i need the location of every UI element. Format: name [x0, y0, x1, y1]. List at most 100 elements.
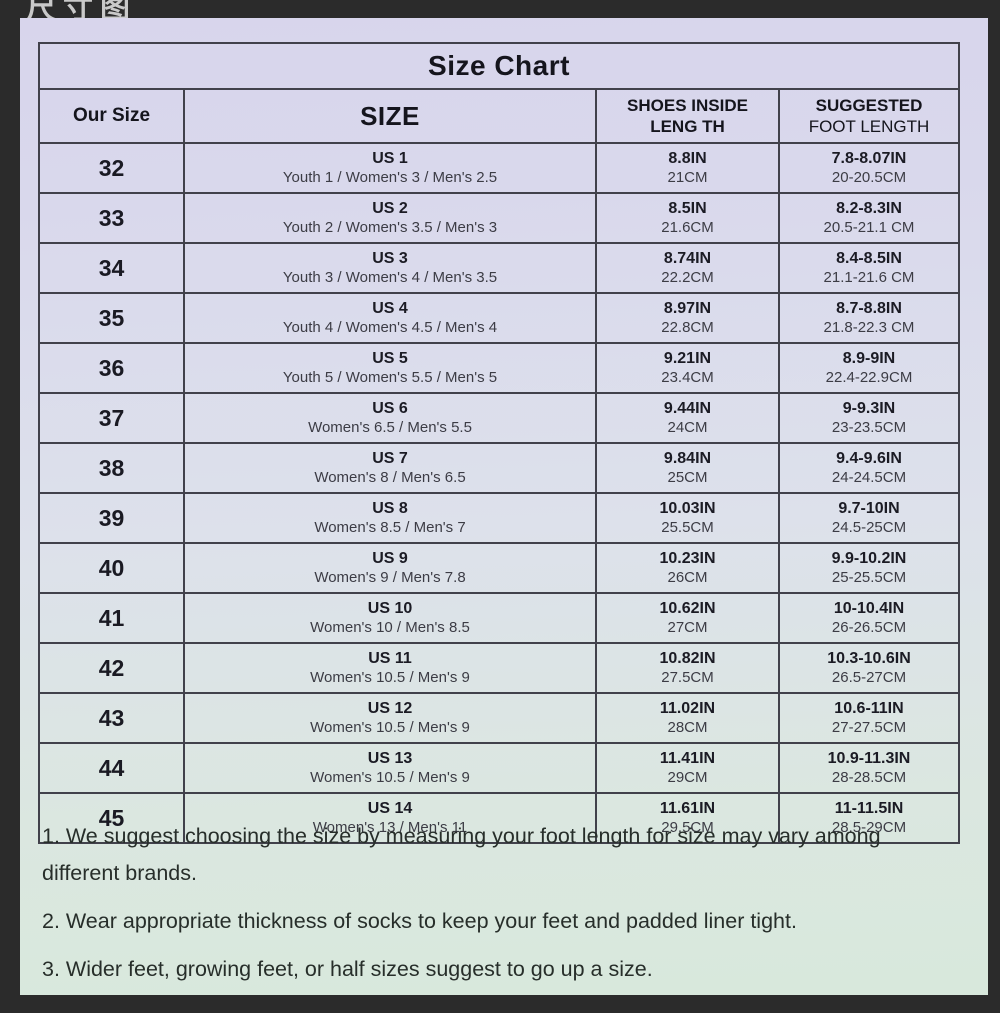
our-size-cell: 35: [38, 292, 185, 344]
foot-length-cm: 21.8-22.3 CM: [823, 319, 915, 336]
table-header-row: Our Size SIZE SHOES INSIDE LENG TH SUGGE…: [38, 88, 960, 144]
us-size-value: US 7: [372, 450, 408, 467]
foot-length-cell: 9.9-10.2IN 25-25.5CM: [778, 542, 960, 594]
size-chart-card: Size Chart Our Size SIZE SHOES INSIDE LE…: [20, 18, 988, 995]
inside-length-inches: 11.61IN: [659, 800, 716, 817]
table-row: 35 US 4 Youth 4 / Women's 4.5 / Men's 4 …: [38, 292, 960, 344]
inside-length-inches: 10.03IN: [659, 500, 716, 517]
footnote-2: 2. Wear appropriate thickness of socks t…: [42, 908, 797, 933]
foot-length-cm: 22.4-22.9CM: [825, 369, 913, 386]
table-row: 32 US 1 Youth 1 / Women's 3 / Men's 2.5 …: [38, 142, 960, 194]
us-size-cell: US 12 Women's 10.5 / Men's 9: [183, 692, 597, 744]
foot-length-inches: 10.3-10.6IN: [827, 650, 911, 667]
us-size-alt-value: Women's 10 / Men's 8.5: [310, 619, 470, 636]
us-size-alt-value: Women's 8.5 / Men's 7: [314, 519, 466, 536]
size-chart-table: Size Chart Our Size SIZE SHOES INSIDE LE…: [38, 42, 960, 844]
us-size-value: US 13: [367, 750, 413, 767]
foot-length-inches: 9.9-10.2IN: [831, 550, 907, 567]
inside-length-cm: 27CM: [667, 619, 708, 636]
inside-length-cm: 23.4CM: [661, 369, 714, 386]
foot-length-inches: 8.9-9IN: [842, 350, 896, 367]
foot-length-cell: 8.4-8.5IN 21.1-21.6 CM: [778, 242, 960, 294]
table-row: 39 US 8 Women's 8.5 / Men's 7 10.03IN 25…: [38, 492, 960, 544]
our-size-cell: 40: [38, 542, 185, 594]
inside-length-cell: 10.62IN 27CM: [595, 592, 780, 644]
inside-length-cell: 11.41IN 29CM: [595, 742, 780, 794]
us-size-alt-value: Youth 3 / Women's 4 / Men's 3.5: [282, 269, 498, 286]
foot-length-inches: 8.4-8.5IN: [836, 250, 902, 267]
column-header-size: SIZE: [183, 88, 597, 144]
us-size-alt-value: Women's 13 / Men's 11: [312, 819, 468, 836]
our-size-cell: 43: [38, 692, 185, 744]
foot-length-cell: 10.9-11.3IN 28-28.5CM: [778, 742, 960, 794]
us-size-cell: US 10 Women's 10 / Men's 8.5: [183, 592, 597, 644]
us-size-value: US 11: [368, 650, 412, 667]
inside-length-inches: 10.23IN: [659, 550, 716, 567]
us-size-value: US 14: [367, 800, 413, 817]
our-size-cell: 39: [38, 492, 185, 544]
foot-length-cm: 28-28.5CM: [831, 769, 907, 786]
inside-length-cell: 9.44IN 24CM: [595, 392, 780, 444]
us-size-cell: US 14 Women's 13 / Men's 11: [183, 792, 597, 844]
table-row: 33 US 2 Youth 2 / Women's 3.5 / Men's 3 …: [38, 192, 960, 244]
inside-length-cell: 10.03IN 25.5CM: [595, 492, 780, 544]
our-size-cell: 36: [38, 342, 185, 394]
foot-length-inches: 9.4-9.6IN: [836, 450, 902, 467]
foot-length-cell: 10-10.4IN 26-26.5CM: [778, 592, 960, 644]
footnotes: 1. We suggest choosing the size by measu…: [42, 818, 957, 999]
us-size-alt-value: Youth 5 / Women's 5.5 / Men's 5: [282, 369, 498, 386]
foot-length-inches: 11-11.5IN: [834, 800, 904, 817]
footnote-3: 3. Wider feet, growing feet, or half siz…: [42, 956, 653, 981]
us-size-alt-value: Women's 6.5 / Men's 5.5: [308, 419, 472, 436]
foot-length-inches: 8.2-8.3IN: [836, 200, 902, 217]
foot-length-inches: 10-10.4IN: [833, 600, 905, 617]
foot-length-cell: 8.9-9IN 22.4-22.9CM: [778, 342, 960, 394]
our-size-cell: 45: [38, 792, 185, 844]
inside-length-cm: 27.5CM: [661, 669, 714, 686]
us-size-alt-value: Women's 8 / Men's 6.5: [314, 469, 466, 486]
inside-length-cell: 11.02IN 28CM: [595, 692, 780, 744]
us-size-cell: US 5 Youth 5 / Women's 5.5 / Men's 5: [183, 342, 597, 394]
inside-length-cm: 28CM: [667, 719, 708, 736]
table-row: 38 US 7 Women's 8 / Men's 6.5 9.84IN 25C…: [38, 442, 960, 494]
inside-length-cell: 8.8IN 21CM: [595, 142, 780, 194]
our-size-cell: 37: [38, 392, 185, 444]
us-size-value: US 3: [372, 250, 408, 267]
table-row: 34 US 3 Youth 3 / Women's 4 / Men's 3.5 …: [38, 242, 960, 294]
us-size-value: US 4: [372, 300, 408, 317]
inside-length-inches: 9.44IN: [663, 400, 712, 417]
inside-length-cm: 21.6CM: [661, 219, 714, 236]
table-row: 40 US 9 Women's 9 / Men's 7.8 10.23IN 26…: [38, 542, 960, 594]
table-title-row: Size Chart: [38, 42, 960, 90]
foot-length-cm: 26-26.5CM: [831, 619, 907, 636]
inside-length-cm: 22.8CM: [661, 319, 714, 336]
page-title: Size Chart: [38, 42, 960, 90]
foot-length-cm: 21.1-21.6 CM: [823, 269, 915, 286]
size-rows: 32 US 1 Youth 1 / Women's 3 / Men's 2.5 …: [38, 142, 960, 844]
foot-length-cm: 20-20.5CM: [831, 169, 907, 186]
table-row: 41 US 10 Women's 10 / Men's 8.5 10.62IN …: [38, 592, 960, 644]
inside-length-cell: 8.74IN 22.2CM: [595, 242, 780, 294]
us-size-value: US 12: [367, 700, 413, 717]
us-size-value: US 2: [372, 200, 408, 217]
foot-length-inches: 9.7-10IN: [838, 500, 900, 517]
column-header-our-size: Our Size: [38, 88, 185, 144]
us-size-value: US 6: [372, 400, 408, 417]
us-size-cell: US 3 Youth 3 / Women's 4 / Men's 3.5: [183, 242, 597, 294]
table-row: 44 US 13 Women's 10.5 / Men's 9 11.41IN …: [38, 742, 960, 794]
foot-length-cm: 26.5-27CM: [831, 669, 907, 686]
us-size-alt-value: Women's 10.5 / Men's 9: [310, 669, 470, 686]
foot-length-inches: 9-9.3IN: [842, 400, 896, 417]
us-size-cell: US 8 Women's 8.5 / Men's 7: [183, 492, 597, 544]
us-size-cell: US 1 Youth 1 / Women's 3 / Men's 2.5: [183, 142, 597, 194]
inside-length-inches: 10.62IN: [659, 600, 716, 617]
foot-length-cell: 10.3-10.6IN 26.5-27CM: [778, 642, 960, 694]
table-row: 45 US 14 Women's 13 / Men's 11 11.61IN 2…: [38, 792, 960, 844]
our-size-cell: 34: [38, 242, 185, 294]
us-size-cell: US 6 Women's 6.5 / Men's 5.5: [183, 392, 597, 444]
foot-length-inches: 7.8-8.07IN: [831, 150, 907, 167]
table-row: 43 US 12 Women's 10.5 / Men's 9 11.02IN …: [38, 692, 960, 744]
us-size-alt-value: Women's 10.5 / Men's 9: [310, 719, 470, 736]
our-size-cell: 38: [38, 442, 185, 494]
